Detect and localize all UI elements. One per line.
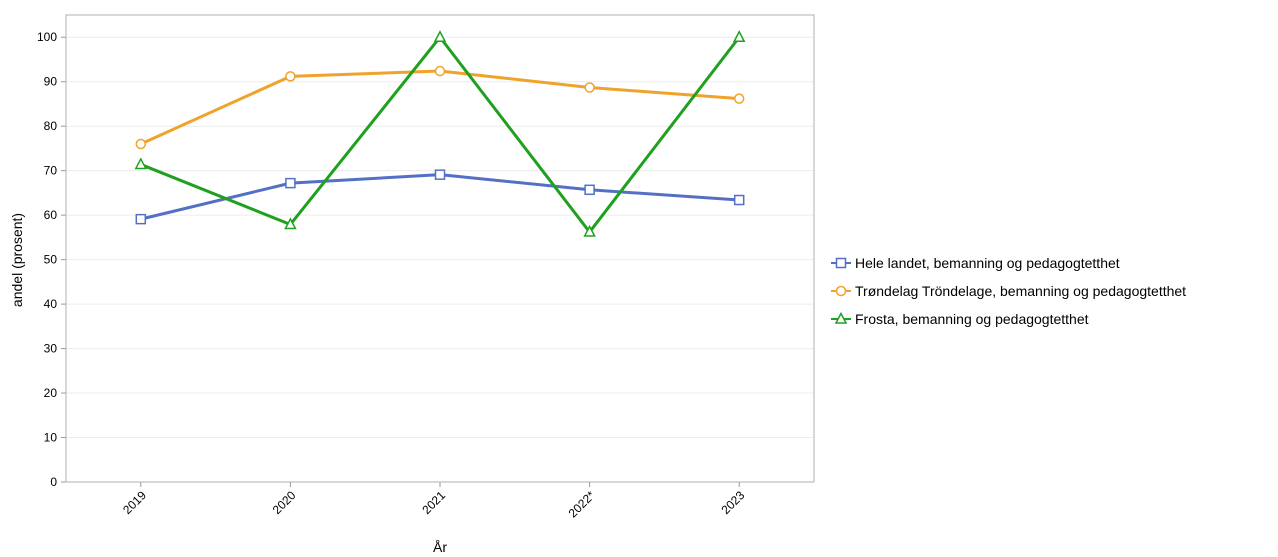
- y-tick-label: 80: [44, 119, 58, 133]
- y-tick-label: 70: [44, 164, 58, 178]
- series-3: [134, 30, 746, 237]
- y-tick-label: 30: [44, 342, 58, 356]
- y-tick-label: 40: [44, 297, 58, 311]
- data-point: [135, 138, 147, 150]
- data-point: [134, 157, 148, 170]
- y-tick-label: 10: [44, 431, 58, 445]
- y-tick-label: 20: [44, 386, 58, 400]
- data-point: [733, 93, 745, 104]
- legend-item: Trøndelag Tröndelage, bemanning og pedag…: [831, 283, 1186, 299]
- data-point: [285, 71, 296, 82]
- data-point: [135, 213, 147, 225]
- legend-item: Hele landet, bemanning og pedagogtetthet: [831, 255, 1120, 271]
- legend-marker: [835, 257, 847, 269]
- data-point: [584, 82, 595, 93]
- y-tick-label: 60: [44, 208, 58, 222]
- y-tick-label: 50: [44, 253, 58, 267]
- y-tick-label: 90: [44, 75, 58, 89]
- x-axis-title: År: [433, 539, 447, 555]
- data-point: [732, 30, 746, 42]
- legend: Hele landet, bemanning og pedagogtetthet…: [831, 255, 1186, 327]
- series-1: [135, 169, 745, 225]
- legend-label: Trøndelag Tröndelage, bemanning og pedag…: [855, 283, 1186, 299]
- series-2: [135, 65, 745, 150]
- legend-label: Frosta, bemanning og pedagogtetthet: [855, 311, 1089, 327]
- data-point: [733, 194, 745, 206]
- data-point: [285, 177, 296, 189]
- y-tick-label: 100: [37, 30, 57, 44]
- data-point: [584, 184, 595, 196]
- data-point: [284, 217, 297, 230]
- data-point: [583, 224, 596, 237]
- data-point: [433, 30, 447, 42]
- legend-item: Frosta, bemanning og pedagogtetthet: [831, 311, 1089, 327]
- data-point: [434, 65, 446, 77]
- series-layer: [134, 30, 746, 237]
- y-axis-title: andel (prosent): [9, 213, 25, 307]
- legend-label: Hele landet, bemanning og pedagogtetthet: [855, 255, 1120, 271]
- gridlines: [66, 36, 814, 439]
- data-point: [434, 169, 446, 180]
- legend-marker: [835, 285, 847, 297]
- legend-marker: [834, 311, 848, 324]
- y-tick-label: 0: [50, 475, 57, 489]
